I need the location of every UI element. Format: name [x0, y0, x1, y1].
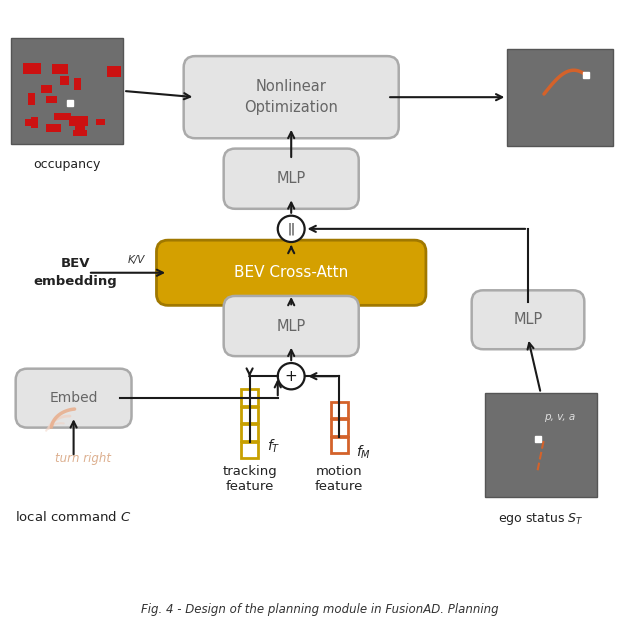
FancyBboxPatch shape — [45, 125, 61, 132]
Text: Nonlinear
Optimization: Nonlinear Optimization — [244, 79, 338, 115]
FancyBboxPatch shape — [28, 93, 35, 105]
FancyBboxPatch shape — [184, 56, 399, 139]
FancyBboxPatch shape — [75, 122, 85, 130]
Circle shape — [278, 216, 305, 242]
Text: $f_M$: $f_M$ — [356, 444, 371, 461]
Text: local command $C$: local command $C$ — [15, 510, 132, 524]
FancyBboxPatch shape — [22, 63, 42, 74]
FancyBboxPatch shape — [54, 113, 70, 120]
Text: +: + — [285, 369, 298, 384]
Circle shape — [278, 363, 305, 389]
FancyBboxPatch shape — [224, 296, 359, 356]
FancyBboxPatch shape — [485, 394, 596, 497]
Text: embedding: embedding — [33, 275, 117, 288]
Text: K/V: K/V — [127, 255, 145, 265]
FancyBboxPatch shape — [16, 369, 132, 428]
Text: tracking: tracking — [222, 465, 277, 478]
Text: BEV Cross-Attn: BEV Cross-Attn — [234, 265, 348, 280]
Text: BEV: BEV — [60, 258, 90, 270]
FancyBboxPatch shape — [74, 78, 81, 90]
FancyBboxPatch shape — [224, 149, 359, 209]
FancyBboxPatch shape — [52, 65, 68, 73]
Text: p, v, a: p, v, a — [545, 412, 575, 422]
FancyBboxPatch shape — [106, 66, 120, 78]
Text: MLP: MLP — [513, 312, 543, 327]
Text: motion: motion — [316, 465, 362, 478]
FancyBboxPatch shape — [472, 290, 584, 349]
Text: $f_T$: $f_T$ — [267, 438, 281, 455]
FancyBboxPatch shape — [157, 240, 426, 305]
Text: ||: || — [287, 223, 295, 235]
FancyBboxPatch shape — [31, 117, 38, 129]
FancyBboxPatch shape — [25, 119, 32, 125]
Text: turn right: turn right — [55, 453, 111, 465]
Text: ego status $S_T$: ego status $S_T$ — [498, 510, 584, 527]
FancyBboxPatch shape — [73, 130, 88, 136]
FancyBboxPatch shape — [60, 76, 69, 85]
Text: Embed: Embed — [49, 391, 98, 405]
Text: feature: feature — [225, 480, 274, 493]
Text: feature: feature — [315, 480, 364, 493]
FancyBboxPatch shape — [12, 38, 123, 144]
FancyBboxPatch shape — [507, 48, 613, 146]
FancyBboxPatch shape — [45, 96, 58, 103]
Text: MLP: MLP — [276, 171, 306, 186]
Text: Fig. 4 - Design of the planning module in FusionAD. Planning: Fig. 4 - Design of the planning module i… — [141, 603, 499, 616]
FancyBboxPatch shape — [96, 119, 105, 125]
Text: occupancy: occupancy — [33, 158, 101, 171]
Text: MLP: MLP — [276, 319, 306, 334]
FancyBboxPatch shape — [41, 85, 52, 93]
FancyBboxPatch shape — [69, 116, 88, 127]
